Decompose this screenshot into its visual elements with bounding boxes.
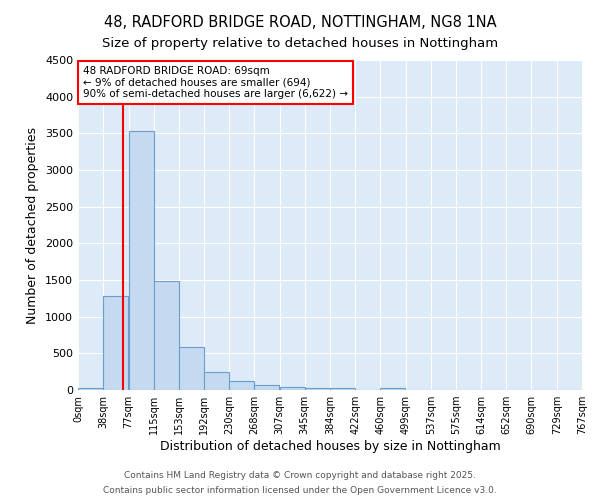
Text: Contains public sector information licensed under the Open Government Licence v3: Contains public sector information licen… (103, 486, 497, 495)
Bar (179, 346, 203, 390)
Text: Contains HM Land Registry data © Crown copyright and database right 2025.: Contains HM Land Registry data © Crown c… (124, 471, 476, 480)
Bar (103, 296, 128, 390)
Bar (380, 388, 405, 390)
Bar (204, 372, 229, 390)
Bar (154, 280, 179, 390)
Bar (254, 384, 279, 390)
X-axis label: Distribution of detached houses by size in Nottingham: Distribution of detached houses by size … (160, 440, 500, 453)
Text: 48 RADFORD BRIDGE ROAD: 69sqm
← 9% of detached houses are smaller (694)
90% of s: 48 RADFORD BRIDGE ROAD: 69sqm ← 9% of de… (83, 66, 348, 99)
Bar (331, 388, 355, 390)
Bar (305, 388, 329, 390)
Bar (128, 131, 154, 390)
Bar (229, 381, 254, 390)
Text: 48, RADFORD BRIDGE ROAD, NOTTINGHAM, NG8 1NA: 48, RADFORD BRIDGE ROAD, NOTTINGHAM, NG8… (104, 15, 496, 30)
Text: Size of property relative to detached houses in Nottingham: Size of property relative to detached ho… (102, 38, 498, 51)
Y-axis label: Number of detached properties: Number of detached properties (26, 126, 40, 324)
Bar (78, 388, 103, 390)
Bar (280, 387, 305, 390)
